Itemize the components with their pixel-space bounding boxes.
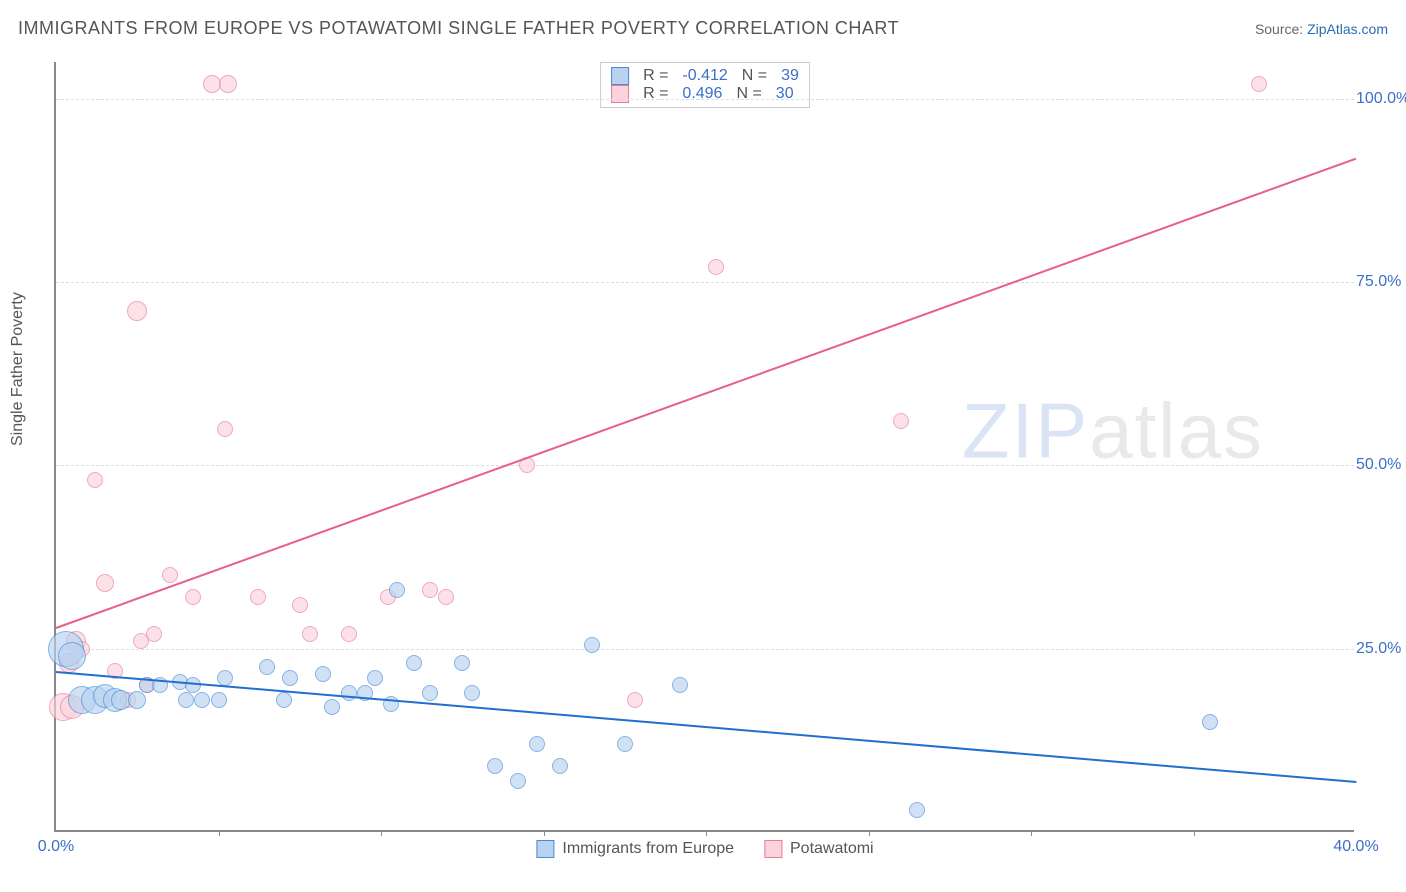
x-tick-mark	[706, 830, 707, 836]
series-legend: Immigrants from Europe Potawatomi	[536, 840, 873, 858]
y-tick-label: 50.0%	[1356, 456, 1406, 474]
r-label: R =	[643, 67, 668, 85]
gridline	[56, 99, 1354, 100]
scatter-point	[389, 582, 405, 598]
scatter-point	[584, 637, 600, 653]
legend-label-0: Immigrants from Europe	[562, 840, 734, 858]
scatter-point	[487, 758, 503, 774]
scatter-point	[454, 655, 470, 671]
x-tick-mark	[1031, 830, 1032, 836]
scatter-point	[708, 259, 724, 275]
r-label: R =	[643, 85, 668, 103]
scatter-point	[367, 670, 383, 686]
scatter-point	[185, 589, 201, 605]
scatter-point	[219, 75, 237, 93]
y-tick-label: 25.0%	[1356, 640, 1406, 658]
scatter-point	[406, 655, 422, 671]
watermark: ZIPatlas	[962, 385, 1264, 476]
legend-swatch-series-1	[611, 85, 629, 103]
n-value-1: 30	[776, 85, 794, 103]
scatter-point	[127, 301, 147, 321]
y-tick-label: 75.0%	[1356, 273, 1406, 291]
scatter-point	[341, 626, 357, 642]
scatter-point	[259, 659, 275, 675]
n-label: N =	[736, 85, 761, 103]
gridline	[56, 649, 1354, 650]
trend-line	[56, 157, 1357, 628]
scatter-point	[552, 758, 568, 774]
x-tick-mark	[1194, 830, 1195, 836]
scatter-point	[217, 421, 233, 437]
x-tick-label: 40.0%	[1333, 838, 1378, 856]
scatter-point	[422, 582, 438, 598]
scatter-point	[302, 626, 318, 642]
legend-row-series-0: R = -0.412 N = 39	[611, 67, 799, 85]
source-prefix: Source:	[1255, 21, 1307, 37]
scatter-point	[276, 692, 292, 708]
scatter-point	[146, 626, 162, 642]
n-label: N =	[742, 67, 767, 85]
scatter-point	[162, 567, 178, 583]
legend-swatch-bottom-1	[764, 840, 782, 858]
scatter-point	[282, 670, 298, 686]
scatter-point	[893, 413, 909, 429]
scatter-point	[464, 685, 480, 701]
y-tick-label: 100.0%	[1356, 90, 1406, 108]
scatter-point	[96, 574, 114, 592]
r-value-0: -0.412	[682, 67, 727, 85]
chart-title: IMMIGRANTS FROM EUROPE VS POTAWATOMI SIN…	[18, 18, 899, 39]
scatter-point	[529, 736, 545, 752]
scatter-point	[1251, 76, 1267, 92]
scatter-point	[58, 642, 86, 670]
legend-item-1: Potawatomi	[764, 840, 874, 858]
scatter-point	[250, 589, 266, 605]
scatter-point	[217, 670, 233, 686]
gridline	[56, 465, 1354, 466]
scatter-point	[87, 472, 103, 488]
scatter-point	[627, 692, 643, 708]
x-tick-mark	[219, 830, 220, 836]
scatter-point	[672, 677, 688, 693]
scatter-point	[178, 692, 194, 708]
gridline	[56, 282, 1354, 283]
scatter-point	[185, 677, 201, 693]
legend-label-1: Potawatomi	[790, 840, 874, 858]
scatter-point	[194, 692, 210, 708]
scatter-plot: ZIPatlas R = -0.412 N = 39 R = 0.496 N =…	[54, 62, 1354, 832]
trend-line	[56, 671, 1356, 783]
scatter-point	[422, 685, 438, 701]
scatter-point	[510, 773, 526, 789]
legend-row-series-1: R = 0.496 N = 30	[611, 85, 799, 103]
correlation-legend: R = -0.412 N = 39 R = 0.496 N = 30	[600, 62, 810, 108]
scatter-point	[909, 802, 925, 818]
scatter-point	[1202, 714, 1218, 730]
source-attribution: Source: ZipAtlas.com	[1255, 21, 1388, 37]
legend-item-0: Immigrants from Europe	[536, 840, 734, 858]
scatter-point	[324, 699, 340, 715]
scatter-point	[211, 692, 227, 708]
scatter-point	[292, 597, 308, 613]
r-value-1: 0.496	[682, 85, 722, 103]
legend-swatch-bottom-0	[536, 840, 554, 858]
watermark-zip: ZIP	[962, 386, 1089, 474]
watermark-atlas: atlas	[1089, 386, 1264, 474]
y-axis-label: Single Father Poverty	[9, 292, 27, 446]
x-tick-label: 0.0%	[38, 838, 74, 856]
scatter-point	[438, 589, 454, 605]
legend-swatch-series-0	[611, 67, 629, 85]
x-tick-mark	[544, 830, 545, 836]
x-tick-mark	[381, 830, 382, 836]
x-tick-mark	[869, 830, 870, 836]
scatter-point	[128, 691, 146, 709]
n-value-0: 39	[781, 67, 799, 85]
scatter-point	[617, 736, 633, 752]
scatter-point	[315, 666, 331, 682]
source-link[interactable]: ZipAtlas.com	[1307, 21, 1388, 37]
